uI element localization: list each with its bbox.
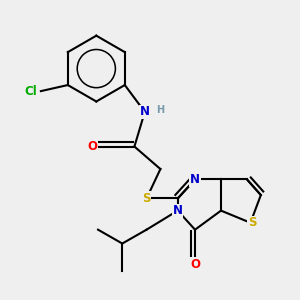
Text: S: S [248, 216, 256, 229]
Text: N: N [140, 105, 150, 119]
Text: Cl: Cl [24, 85, 37, 98]
Text: O: O [190, 258, 200, 271]
Text: S: S [142, 192, 151, 205]
Text: N: N [173, 204, 183, 217]
Text: N: N [190, 173, 200, 186]
Text: O: O [88, 140, 98, 153]
Text: H: H [156, 105, 164, 115]
